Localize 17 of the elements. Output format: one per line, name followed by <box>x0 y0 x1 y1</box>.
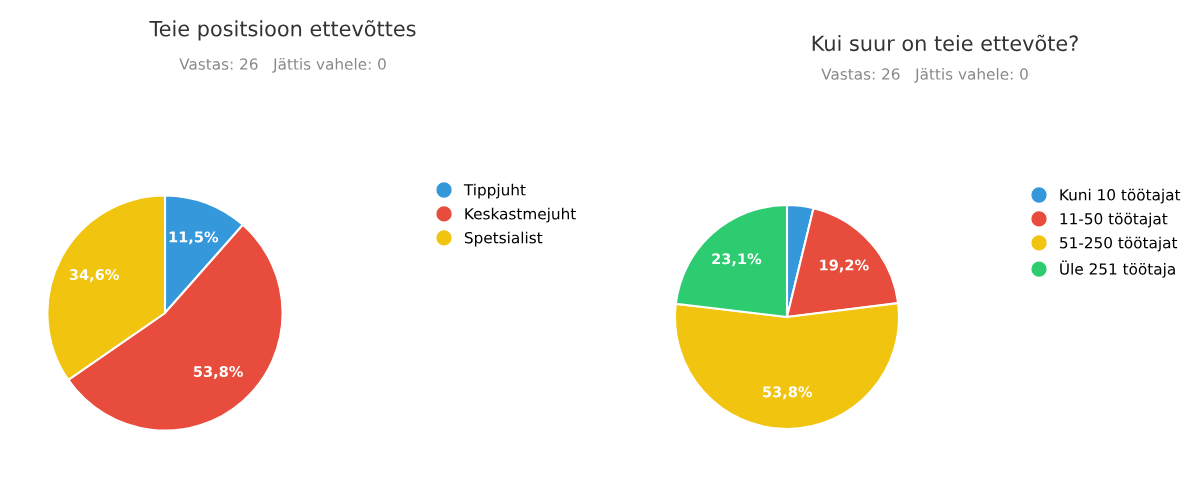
chart-title: Teie positsioon ettevõttes <box>149 20 416 41</box>
legend-label: Keskastmejuht <box>465 207 576 223</box>
legend-label: 11-50 töötajat <box>1060 212 1168 228</box>
legend-label: Kuni 10 töötajat <box>1060 188 1181 204</box>
legend-label: Üle 251 töötaja <box>1060 260 1175 278</box>
chart-subtitle: Vastas: 26 Jättis vahele: 0 <box>179 58 386 73</box>
chart-subtitle: Vastas: 26 Jättis vahele: 0 <box>821 68 1028 83</box>
chart-title: Kui suur on teie ettevõte? <box>812 34 1078 52</box>
data-label: 53,8% <box>193 365 243 379</box>
legend-label: Spetsialist <box>464 231 543 247</box>
data-label: 23,1% <box>712 253 762 267</box>
legend-label: 51-250 töötajat <box>1060 236 1178 252</box>
data-label: 11,5% <box>169 231 219 245</box>
legend-label: Tippjuht <box>463 183 526 199</box>
data-label: 34,6% <box>69 269 119 282</box>
data-label: 19,2% <box>820 259 869 273</box>
data-label: 53,8% <box>763 386 813 400</box>
